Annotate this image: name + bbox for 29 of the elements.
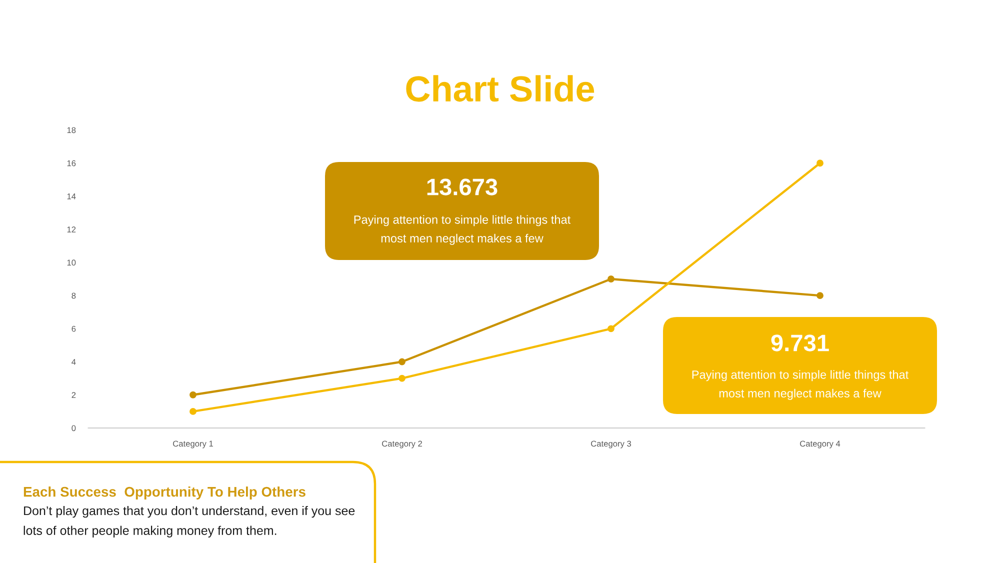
y-tick-label: 12 — [67, 226, 76, 232]
x-tick-label: Category 4 — [800, 440, 840, 448]
point — [816, 292, 824, 300]
y-tick-label: 6 — [72, 326, 76, 332]
y-tick-label: 16 — [67, 160, 76, 166]
y-tick-label: 8 — [72, 292, 76, 299]
y-tick-label: 2 — [72, 392, 76, 398]
annotation: Paying attention to simple little things that most men neglect makes a few — [354, 215, 571, 245]
point — [608, 276, 614, 282]
point — [398, 374, 406, 382]
point — [608, 325, 614, 332]
point — [816, 160, 824, 167]
y-tick-label: 4 — [72, 359, 76, 365]
annotation: 9.731 — [771, 334, 829, 352]
annotation: 13.673 — [427, 178, 498, 196]
y-tick-label: 10 — [67, 260, 76, 266]
point — [190, 391, 196, 398]
x-tick-label: Category 3 — [591, 440, 632, 448]
point — [398, 358, 406, 366]
point — [190, 408, 196, 415]
text: Don’t play games that you don’t understand, even if you see lots of other people making money from them. — [24, 506, 355, 538]
y-tick-label: 14 — [67, 194, 76, 200]
chart-title: Chart Slide — [406, 75, 594, 102]
y-tick-label: 18 — [67, 127, 76, 134]
text: Each Success Opportunity To Help Others — [24, 486, 306, 500]
x-tick-label: Category 1 — [173, 440, 213, 448]
x-tick-label: Category 2 — [382, 440, 422, 448]
y-tick-label: 0 — [72, 425, 76, 432]
annotation: Paying attention to simple little things that most men neglect makes a few — [692, 370, 909, 400]
